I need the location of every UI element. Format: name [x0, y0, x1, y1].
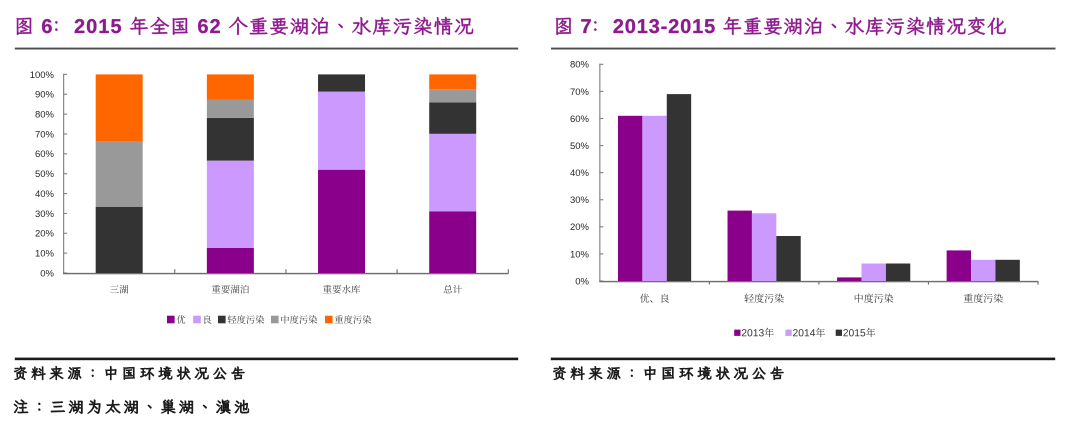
svg-text:10%: 10%: [570, 249, 590, 260]
svg-text:40%: 40%: [35, 189, 55, 200]
svg-text:0%: 0%: [40, 268, 54, 279]
svg-text:70%: 70%: [35, 129, 55, 140]
svg-text:50%: 50%: [35, 169, 55, 180]
svg-text:60%: 60%: [35, 149, 55, 160]
svg-text:90%: 90%: [35, 90, 55, 101]
svg-text:80%: 80%: [570, 60, 590, 71]
svg-text:100%: 100%: [30, 70, 55, 81]
svg-text:80%: 80%: [35, 110, 55, 121]
svg-text:60%: 60%: [570, 114, 590, 125]
svg-text:70%: 70%: [570, 87, 590, 98]
svg-text:30%: 30%: [570, 195, 590, 206]
svg-text:30%: 30%: [35, 209, 55, 220]
svg-text:20%: 20%: [35, 229, 55, 240]
svg-text:10%: 10%: [35, 249, 55, 260]
svg-text:20%: 20%: [570, 222, 590, 233]
svg-text:0%: 0%: [575, 276, 589, 287]
svg-text:50%: 50%: [570, 141, 590, 152]
svg-text:40%: 40%: [570, 168, 590, 179]
